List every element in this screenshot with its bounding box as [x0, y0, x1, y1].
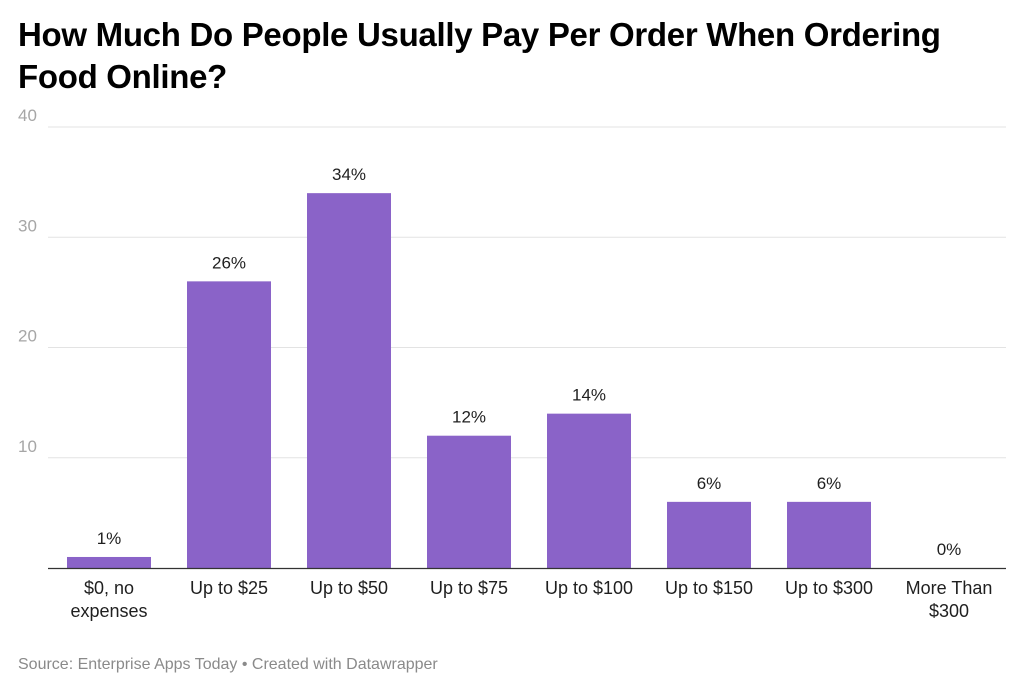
y-tick-label: 20 [18, 327, 37, 346]
bar [667, 501, 751, 568]
bar [67, 556, 151, 568]
y-tick-label: 30 [18, 216, 37, 235]
data-label: 14% [572, 386, 606, 405]
chart-title: How Much Do People Usually Pay Per Order… [18, 16, 941, 95]
data-label: 26% [212, 253, 246, 272]
x-tick-label-line: $0, no [84, 578, 134, 598]
x-tick-label-line: Up to $300 [785, 578, 873, 598]
data-labels: 1% 26% 34% 12% 14% 6% 6% 0% [97, 165, 962, 559]
source-footer: Source: Enterprise Apps Today • Created … [18, 656, 438, 673]
x-tick-label: Up to $75 [430, 578, 508, 598]
bar [187, 281, 271, 568]
x-tick-label: More Than $300 [906, 578, 993, 621]
x-tick-label-line: Up to $75 [430, 578, 508, 598]
bar [787, 501, 871, 568]
x-tick-label-line: Up to $25 [190, 578, 268, 598]
x-tick-label: Up to $50 [310, 578, 388, 598]
bar [547, 413, 631, 568]
bar [427, 435, 511, 568]
y-tick-label: 40 [18, 106, 37, 125]
x-tick-label: Up to $25 [190, 578, 268, 598]
x-tick-label-line: Up to $50 [310, 578, 388, 598]
x-tick-label: $0, no expenses [70, 578, 147, 621]
bars [67, 193, 871, 568]
data-label: 12% [452, 408, 486, 427]
gridlines: 10 20 30 40 [18, 106, 1006, 459]
x-tick-label: Up to $150 [665, 578, 753, 598]
bar [307, 193, 391, 568]
x-axis: $0, no expenses Up to $25 Up to $50 Up to $7… [48, 567, 1006, 621]
x-tick-label: Up to $300 [785, 578, 873, 598]
data-label: 1% [97, 529, 122, 548]
x-tick-label-line: More Than [906, 578, 993, 598]
x-tick-label-line: expenses [70, 601, 147, 621]
data-label: 34% [332, 165, 366, 184]
x-tick-label-line: Up to $150 [665, 578, 753, 598]
y-tick-label: 10 [18, 437, 37, 456]
data-label: 6% [697, 474, 722, 493]
data-label: 6% [817, 474, 842, 493]
x-tick-label-line: Up to $100 [545, 578, 633, 598]
x-tick-label: Up to $100 [545, 578, 633, 598]
x-tick-label-line: $300 [929, 601, 969, 621]
data-label: 0% [937, 540, 962, 559]
